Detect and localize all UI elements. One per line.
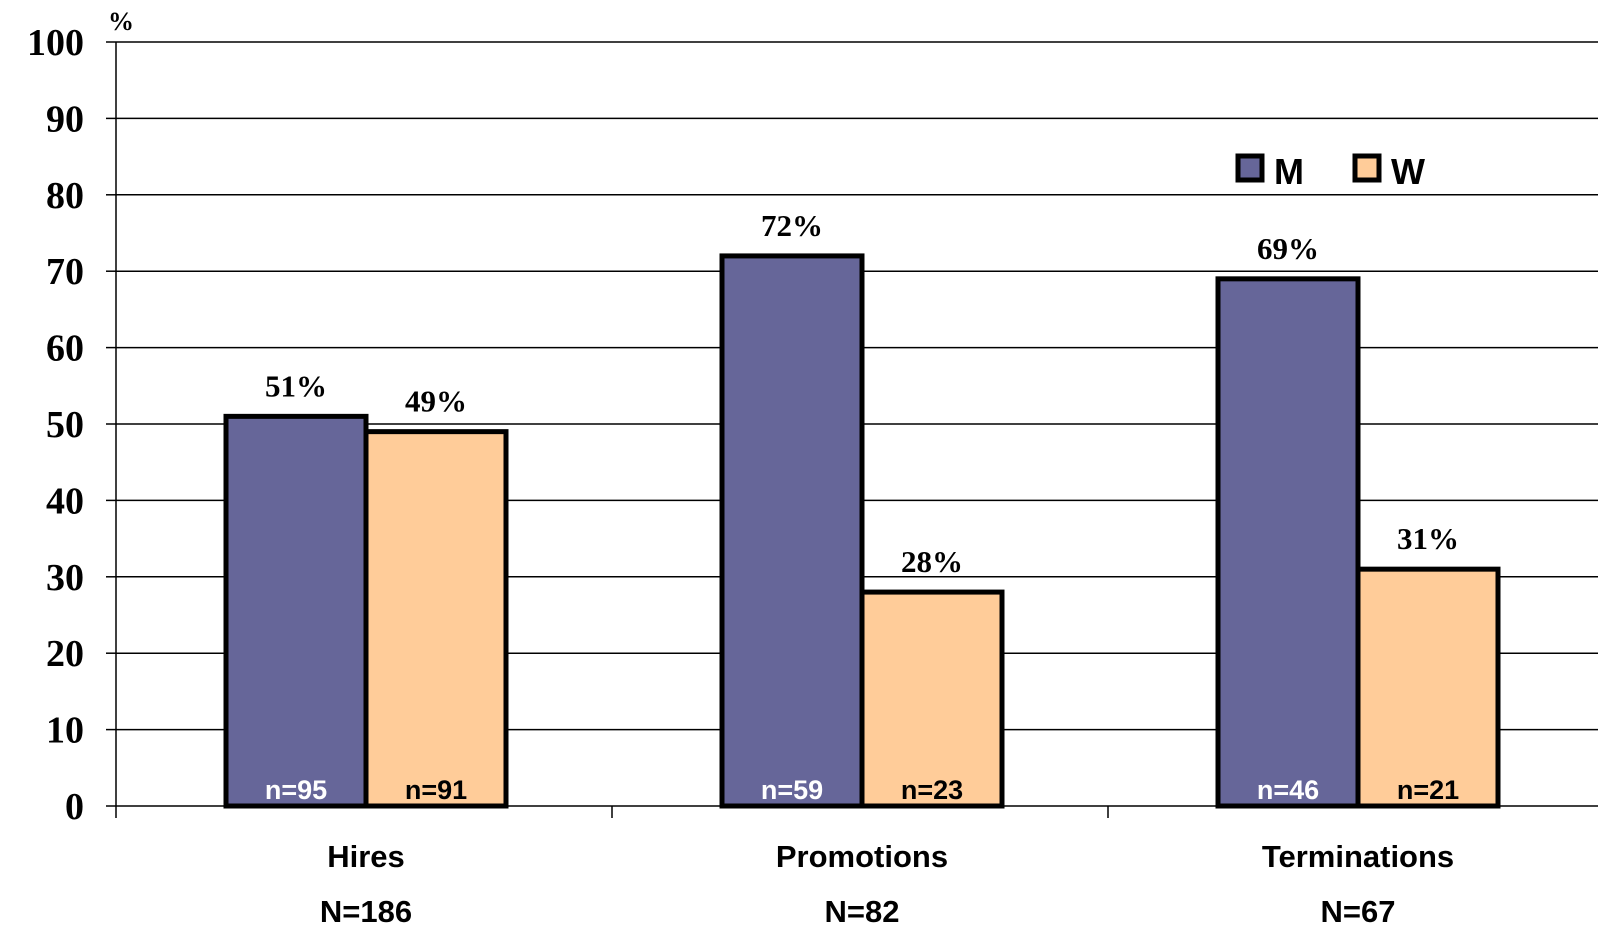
bar-value-label: 28% [901,544,963,579]
y-tick-label: 60 [46,328,84,370]
bar-m-promotions [719,253,865,809]
bar-count-label: n=95 [265,775,327,805]
bar-value-label: 51% [265,368,327,403]
bar-value-label: 72% [761,208,823,243]
bar-w-promotions [859,589,1005,809]
y-tick-label: 0 [65,786,84,828]
x-category-label: Hires [327,839,405,874]
axes: 0 10 20 30 40 50 60 70 80 90 100 Hires N=186 Promotio… [27,22,1598,929]
bar-m-terminations [1215,276,1361,809]
bar-count-label: n=23 [901,775,963,805]
bar-value-label: 49% [405,384,467,419]
legend-label-m: M [1274,151,1304,192]
bar-m-hires [223,413,369,809]
x-category-total-label: N=82 [825,894,900,929]
legend-label-w: W [1391,151,1425,192]
bars: 51% n=95 49% n=91 72% n=59 28% n=23 69% n=46 31% n=… [223,208,1501,809]
bar-value-label: 69% [1257,231,1319,266]
y-tick-label: 30 [46,557,84,599]
y-tick-label: 80 [46,175,84,217]
x-category-label: Terminations [1262,839,1454,874]
bar-w-terminations [1355,566,1501,809]
y-tick-label: 50 [46,404,84,446]
bar-count-label: n=21 [1397,775,1459,805]
y-axis-unit-label: % [108,7,134,36]
x-category-total-label: N=186 [320,894,412,929]
bar-count-label: n=46 [1257,775,1319,805]
y-tick-label: 20 [46,633,84,675]
legend-swatch-w [1352,153,1382,183]
x-category-total-label: N=67 [1321,894,1396,929]
bar-count-label: n=91 [405,775,467,805]
bar-value-label: 31% [1397,521,1459,556]
x-category-label: Promotions [776,839,948,874]
bar-w-hires [363,429,509,809]
y-tick-label: 40 [46,480,84,522]
bar-count-label: n=59 [761,775,823,805]
y-tick-label: 100 [27,22,84,64]
y-tick-label: 10 [46,710,84,752]
y-tick-label: 90 [46,98,84,140]
y-tick-label: 70 [46,251,84,293]
legend-swatch-m [1235,153,1265,183]
